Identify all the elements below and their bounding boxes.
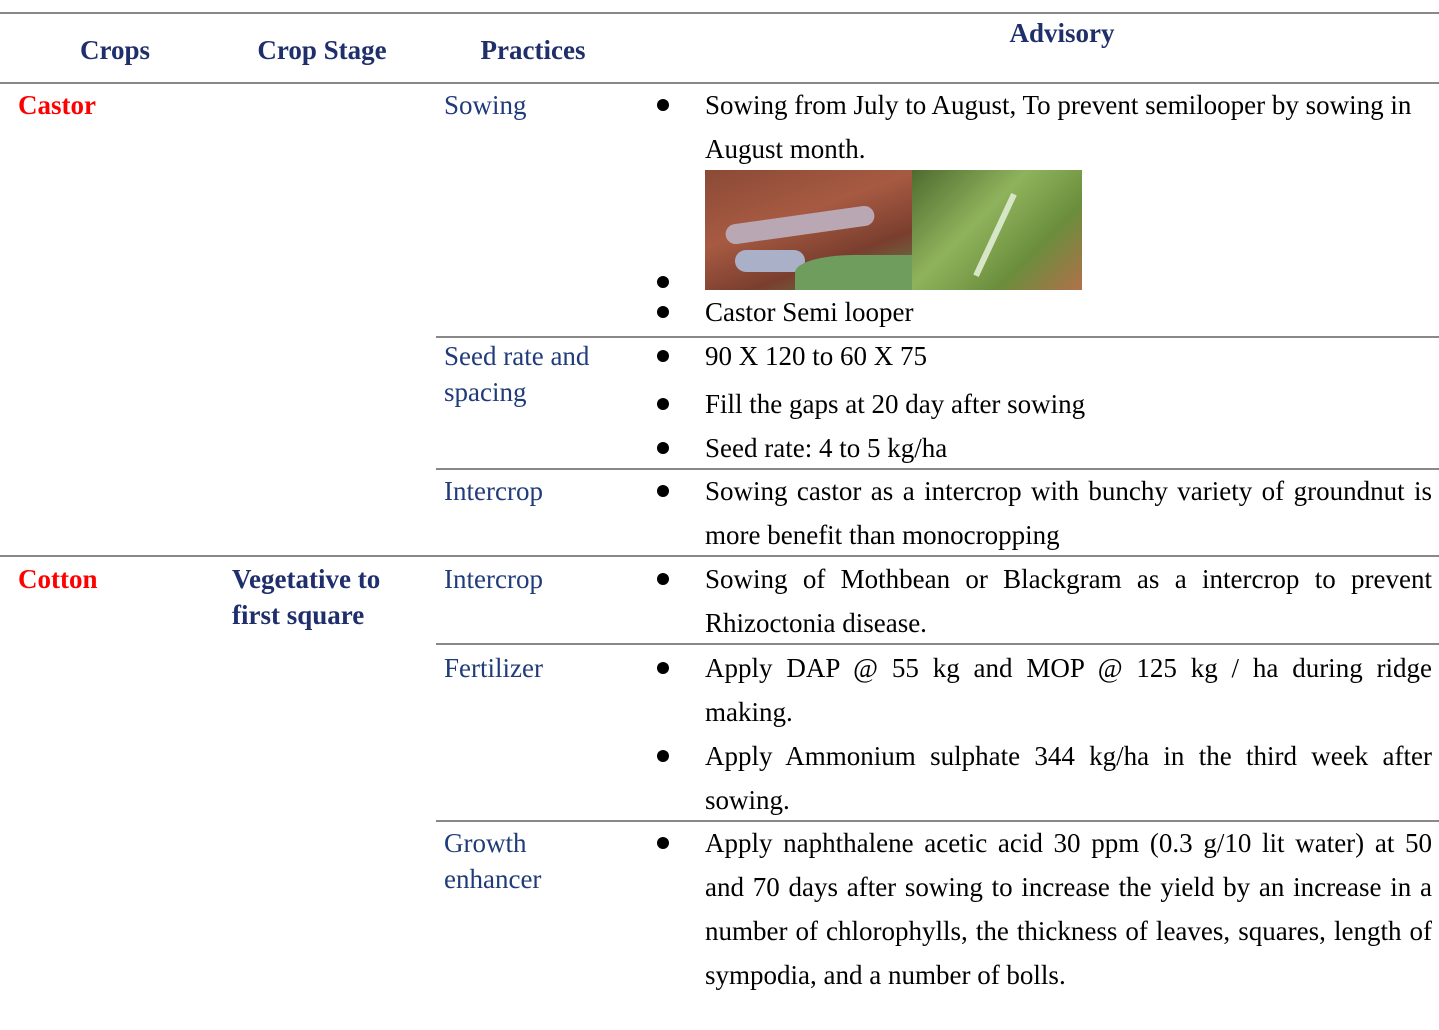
advisory: Apply Ammonium sulphate 344 kg/ha in the…	[705, 741, 1432, 815]
advisory: Sowing from July to August, To prevent s…	[705, 90, 1412, 164]
table-top-rule	[0, 12, 1439, 14]
bullet	[657, 398, 669, 410]
header-rule	[0, 82, 1439, 84]
header-cell: Practices	[480, 35, 586, 65]
advisory: 90 X 120 to 60 X 75	[705, 341, 927, 371]
caterpillar	[973, 192, 1017, 278]
practice: Seed rate and spacing	[444, 341, 590, 407]
advisory: Castor Semi looper	[705, 297, 914, 327]
bullet	[657, 573, 669, 585]
practice: Fertilizer	[444, 653, 543, 683]
advisory: Apply DAP @ 55 kg and MOP @ 125 kg / ha …	[705, 653, 1432, 727]
crop-stage: Vegetative to first square	[232, 564, 381, 630]
photo-semilooper	[705, 170, 912, 290]
photo-leaf	[912, 170, 1082, 290]
bullet	[657, 350, 669, 362]
bullet	[657, 485, 669, 497]
bullet	[657, 837, 669, 849]
crop-name: Cotton	[18, 564, 98, 594]
row-rule	[436, 820, 1439, 822]
advisory: Sowing of Mothbean or Blackgram as a int…	[705, 564, 1432, 638]
header-cell: Crops	[79, 35, 151, 65]
practice: Intercrop	[444, 564, 543, 594]
header-cell: Advisory	[1009, 18, 1115, 48]
practice: Growth enhancer	[444, 828, 542, 894]
caterpillar	[735, 250, 805, 272]
header-cell: Crop Stage	[257, 35, 387, 65]
leaf	[795, 255, 912, 290]
advisory: Fill the gaps at 20 day after sowing	[705, 389, 1086, 419]
row-rule	[436, 468, 1439, 470]
row-rule	[0, 555, 1439, 557]
bullet	[657, 662, 669, 674]
row-rule	[436, 336, 1439, 338]
bullet	[657, 276, 669, 288]
bullet	[657, 442, 669, 454]
advisory: Sowing castor as a intercrop with bunchy…	[705, 476, 1432, 550]
bullet	[657, 750, 669, 762]
practice: Intercrop	[444, 476, 543, 506]
bullet	[657, 306, 669, 318]
practice: Sowing	[444, 90, 527, 120]
crop-name: Castor	[18, 90, 96, 120]
row-rule	[436, 643, 1439, 645]
advisory: Seed rate: 4 to 5 kg/ha	[705, 433, 948, 463]
advisory: Apply naphthalene acetic acid 30 ppm (0.…	[705, 828, 1432, 990]
bullet	[657, 99, 669, 111]
caterpillar	[724, 204, 876, 246]
